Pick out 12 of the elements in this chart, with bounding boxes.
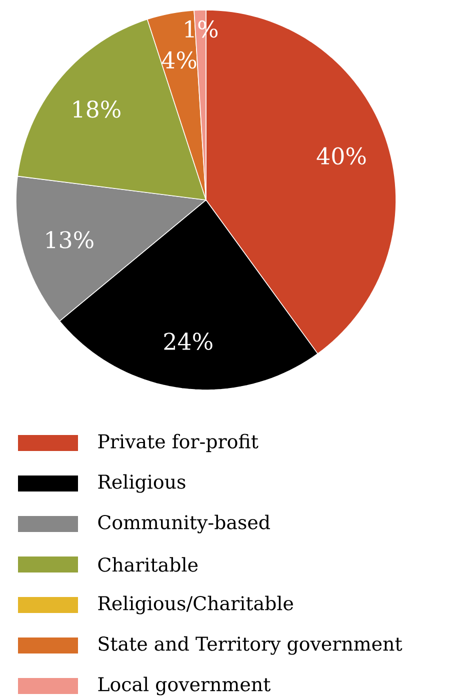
legend-label: Local government [98, 676, 271, 696]
legend-label: Private for-profit [98, 434, 258, 452]
legend-label: Community-based [98, 514, 270, 534]
legend-label: Religious [98, 474, 186, 493]
data-label: 4% [162, 51, 196, 69]
data-label: 24% [164, 332, 212, 350]
legend-label: Religious/Charitable [98, 596, 293, 614]
legend-label: Charitable [98, 557, 198, 572]
data-label: 18% [74, 100, 120, 118]
data-label: 40% [316, 147, 366, 165]
legend-label: State and Territory government [98, 636, 402, 655]
data-label: 13% [46, 231, 94, 248]
